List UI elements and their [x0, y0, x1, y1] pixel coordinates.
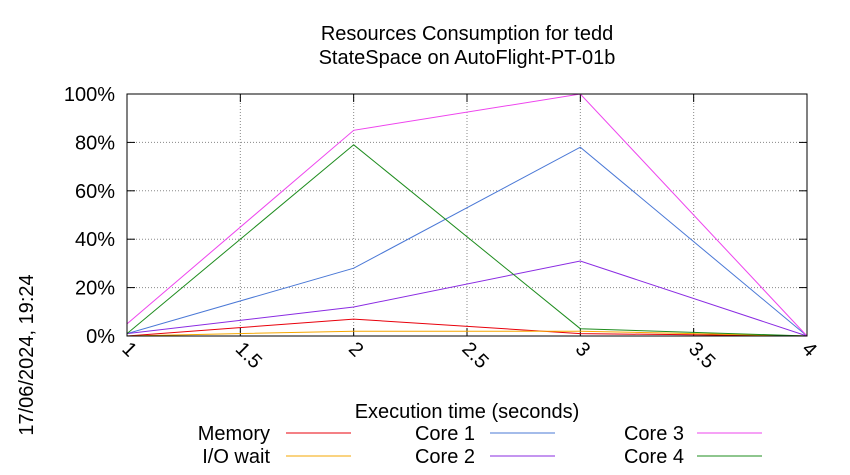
y-tick-label: 40%: [75, 229, 115, 251]
series-line-core-4: [126, 144, 808, 337]
series-line-core-3: [126, 93, 808, 337]
x-axis-label: Execution time (seconds): [355, 401, 580, 423]
grid-lines: [127, 94, 807, 336]
x-tick-label: 3: [571, 338, 594, 361]
series-line-core-1: [126, 146, 808, 337]
legend-label: Core 3: [624, 423, 684, 445]
legend-label: Core 1: [415, 423, 475, 445]
y-axis-ticks: 0% 20% 40% 60% 80% 100%: [64, 84, 807, 348]
chart-subtitle: StateSpace on AutoFlight-PT-01b: [319, 47, 616, 69]
y-tick-label: 80%: [75, 132, 115, 154]
x-tick-label: 2: [344, 338, 367, 361]
x-tick-label: 3.5: [684, 338, 719, 373]
plot-frame: [126, 93, 808, 337]
y-tick-label: 20%: [75, 278, 115, 300]
legend-label: Core 4: [624, 446, 684, 468]
y-tick-label: 0%: [86, 326, 115, 348]
x-tick-label: 2.5: [457, 338, 492, 373]
x-tick-label: 1: [117, 338, 140, 361]
y-tick-label: 60%: [75, 181, 115, 203]
legend-label: Core 2: [415, 446, 475, 468]
y-tick-label: 100%: [64, 84, 115, 106]
x-tick-label: 4: [797, 338, 820, 361]
timestamp-label: 17/06/2024, 19:24: [16, 274, 38, 435]
series-line-core-2: [126, 260, 808, 337]
series-line-i-o-wait: [126, 330, 808, 337]
series-line-memory: [126, 318, 808, 337]
legend-label: Memory: [198, 423, 270, 445]
legend-label: I/O wait: [202, 446, 270, 468]
series-lines: [126, 93, 808, 337]
chart-title: Resources Consumption for tedd: [321, 23, 613, 45]
x-tick-label: 1.5: [231, 338, 266, 373]
